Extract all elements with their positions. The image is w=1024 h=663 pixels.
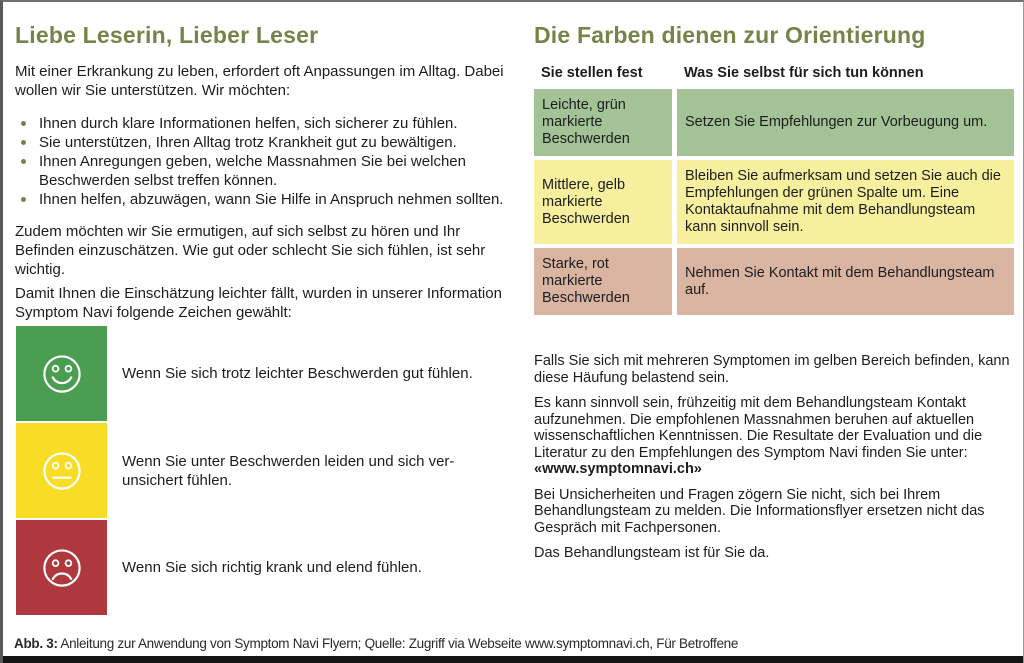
red-status-box xyxy=(16,520,107,615)
table-cell-text: Setzen Sie Empfehlungen zur Vorbeugung u… xyxy=(685,114,988,130)
caption-text: Anleitung zur Anwendung von Symptom Navi… xyxy=(57,636,739,651)
list-item: Ihnen Anregungen geben, welche Massnahme… xyxy=(17,152,507,190)
yellow-cluster-paragraph: Falls Sie sich mit mehreren Symptomen im… xyxy=(534,353,1010,386)
evidence-paragraph: Es kann sinnvoll sein, frühzeitig mit de… xyxy=(534,395,1014,478)
sad-face-icon xyxy=(42,548,81,587)
list-item-text: Sie unterstützen, Ihren Alltag trotz Kra… xyxy=(39,134,457,151)
intro-paragraph: Mit einer Erkrankung zu leben, erfordert… xyxy=(15,63,504,99)
bullet-dot-icon xyxy=(21,140,26,145)
bullet-dot-icon xyxy=(21,159,26,164)
legend-text: Wenn Sie unter Beschwerden leiden und si… xyxy=(122,452,455,489)
left-column: Liebe Leserin, Lieber Leser Mit einer Er… xyxy=(15,12,507,322)
right-paragraphs: Falls Sie sich mit mehreren Symptomen im… xyxy=(534,353,1014,562)
table-cell-red-feststellung: Starke, rot markierte Beschwerden xyxy=(534,248,672,315)
list-item-text: Ihnen Anregungen geben, welche Massnahme… xyxy=(39,153,466,189)
bottom-rule xyxy=(3,656,1023,663)
table-header-aktion: Was Sie selbst für sich tun können xyxy=(684,65,924,81)
legend-text: Wenn Sie sich trotz leichter Beschwerden… xyxy=(122,365,473,382)
table-cell-text: Bleiben Sie aufmerksam und setzen Sie au… xyxy=(685,168,1001,235)
encourage-paragraph: Zudem möchten wir Sie ermutigen, auf sic… xyxy=(15,223,486,278)
team-paragraph: Das Behandlungsteam ist für Sie da. xyxy=(534,545,770,561)
legend-row-green: Wenn Sie sich trotz leichter Beschwerden… xyxy=(16,326,505,421)
signs-intro-paragraph: Damit Ihnen die Einschätzung leichter fä… xyxy=(15,285,502,321)
yellow-status-box xyxy=(16,423,107,518)
goals-list: Ihnen durch klare Informationen helfen, … xyxy=(15,114,507,209)
smiley-legend: Wenn Sie sich trotz leichter Beschwerden… xyxy=(16,326,505,617)
list-item: Ihnen helfen, abzuwägen, wann Sie Hilfe … xyxy=(17,190,507,209)
caption-label: Abb. 3: xyxy=(14,636,58,651)
bullet-dot-icon xyxy=(21,197,26,202)
table-cell-yellow-aktion: Bleiben Sie aufmerksam und setzen Sie au… xyxy=(677,160,1014,244)
neutral-face-icon xyxy=(42,451,81,490)
list-item: Sie unterstützen, Ihren Alltag trotz Kra… xyxy=(17,133,507,152)
table-cell-green-feststellung: Leichte, grün markierte Beschwerden xyxy=(534,89,672,156)
right-heading: Die Farben dienen zur Orientierung xyxy=(534,22,926,48)
table-cell-yellow-feststellung: Mittlere, gelb markierte Beschwerden xyxy=(534,160,672,244)
bullet-dot-icon xyxy=(21,121,26,126)
green-status-box xyxy=(16,326,107,421)
legend-row-red: Wenn Sie sich richtig krank und elend fü… xyxy=(16,520,505,615)
list-item-text: Ihnen helfen, abzuwägen, wann Sie Hilfe … xyxy=(39,191,504,208)
contact-paragraph: Bei Unsicherheiten und Fragen zögern Sie… xyxy=(534,486,985,536)
color-guide-table: Sie stellen fest Was Sie selbst für sich… xyxy=(534,62,1014,315)
happy-face-icon xyxy=(42,354,81,393)
left-heading: Liebe Leserin, Lieber Leser xyxy=(15,22,319,48)
evidence-text: Es kann sinnvoll sein, frühzeitig mit de… xyxy=(534,395,983,461)
table-cell-green-aktion: Setzen Sie Empfehlungen zur Vorbeugung u… xyxy=(677,89,1014,156)
list-item-text: Ihnen durch klare Informationen helfen, … xyxy=(39,115,458,132)
right-column: Die Farben dienen zur Orientierung Sie s… xyxy=(534,12,1014,571)
table-header-feststellung: Sie stellen fest xyxy=(541,65,643,81)
list-item: Ihnen durch klare Informationen helfen, … xyxy=(17,114,507,133)
legend-text: Wenn Sie sich richtig krank und elend fü… xyxy=(122,559,422,576)
table-cell-text: Nehmen Sie Kontakt mit dem Behandlungste… xyxy=(685,264,995,298)
website-url-text: «www.symptomnavi.ch» xyxy=(534,461,702,477)
table-cell-red-aktion: Nehmen Sie Kontakt mit dem Behandlungste… xyxy=(677,248,1014,315)
legend-row-yellow: Wenn Sie unter Beschwerden leiden und si… xyxy=(16,423,505,518)
figure-caption: Abb. 3: Anleitung zur Anwendung von Symp… xyxy=(14,636,738,651)
